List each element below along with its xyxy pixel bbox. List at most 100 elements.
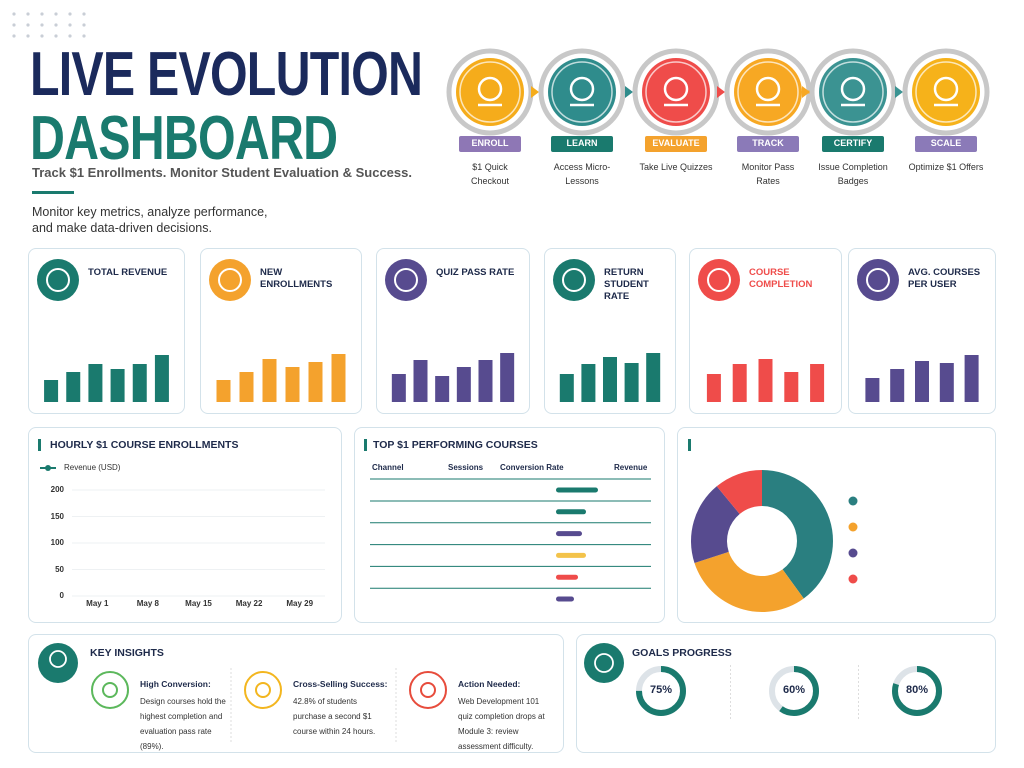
goals-title: GOALS PROGRESS [632,647,732,659]
insight-icon-glyph [420,682,436,698]
step-caption: Take Live Quizzes [639,162,713,172]
deco-dot [12,34,16,38]
step-icon [755,76,781,102]
step-caption: Issue Completion Badges [818,162,888,186]
kpi-icon [857,259,899,301]
kpi-bar [810,364,825,402]
title-accent [688,439,691,451]
kpi-bar [915,361,929,402]
step-icon [663,76,689,102]
kpi-bar [216,380,231,402]
step-inner [459,61,521,123]
step-pill [822,136,884,152]
legend-marker [45,465,51,471]
kpi-title: QUIZ PASS RATE [436,267,515,278]
kpi-bar [603,357,617,402]
goal-label: 75% [649,684,673,696]
step-pill [737,136,799,152]
kpi-bar [44,380,59,402]
y-tick-label: 150 [50,511,64,521]
deco-dot [12,23,16,27]
step-label: SCALE [930,138,962,148]
kpi-bar [66,372,81,402]
kpi-bar [154,355,169,402]
step-caption: Monitor Pass Rates [741,162,795,186]
goal-progress [636,666,686,716]
kpi-icon [37,259,79,301]
conversion-bar [556,487,598,493]
deco-dot [40,23,44,27]
conversion-bar [556,531,582,537]
conversion-bar [556,596,574,602]
kpi-title: RETURN STUDENT RATE [604,267,649,302]
deco-dot [26,23,30,27]
kpi-bar [559,374,574,402]
conversion-bar [556,574,578,580]
legend-dot [848,496,858,506]
kpi-bar [262,359,277,402]
deco-dot [26,12,30,16]
deco-dot [40,34,44,38]
goal-label: 60% [782,684,806,696]
legend-label: Revenue (USD) [64,463,121,472]
insight-text: Web Development 101 quiz completion drop… [458,697,545,751]
step-inner [645,61,707,123]
step-circle [548,58,616,126]
kpi-bar [758,359,773,402]
kpi-bar [890,369,905,402]
step-inner [822,61,884,123]
step-caption: Optimize $1 Offers [908,162,984,172]
kpi-bar [456,367,471,402]
goals-icon [584,643,624,683]
insight-heading: High Conversion: [140,679,211,689]
kpi-bar [331,354,346,402]
step-icon [569,76,595,102]
deco-dot [82,34,86,38]
kpi-title: TOTAL REVENUE [88,267,168,278]
step-arrowhead [625,86,633,98]
y-tick-label: 100 [50,538,64,547]
goal-progress [769,666,819,716]
kpi-icon [385,259,427,301]
step-arrowhead [802,86,810,98]
kpi-bar [413,360,428,402]
step-label: TRACK [752,138,784,148]
insight-icon-glyph [102,682,118,698]
step-arrowhead [531,86,539,98]
kpi-bar [732,364,747,402]
kpi-bar [581,364,596,402]
kpi-bar [478,360,493,402]
y-tick-label: 200 [50,485,64,494]
title-line: LIVE EVOLUTION [30,40,423,109]
kpi-bar [500,353,515,402]
step-circle [734,58,802,126]
kpi-bar [865,378,880,402]
goal-label: 80% [905,684,929,696]
step-circle [642,58,710,126]
kpi-title: AVG. COURSES PER USER [908,267,981,290]
kpi-bar [391,374,406,402]
insight-icon [91,671,129,709]
insight-icon-glyph [255,682,271,698]
table-title: TOP $1 PERFORMING COURSES [373,439,538,451]
accent [32,191,74,194]
deco-dot [26,34,30,38]
insight-heading: Action Needed: [458,679,521,689]
insight-heading: Cross-Selling Success: [293,679,388,689]
kpi-bar [624,363,639,402]
insights-title: KEY INSIGHTS [90,647,164,659]
kpi-icon-glyph [218,268,242,292]
deco-dot [54,34,58,38]
kpi-bar [88,364,103,402]
deco-dot [82,23,86,27]
title-accent [38,439,41,451]
goals-card [576,634,996,753]
insights-icon [38,643,78,683]
deco-dot [40,12,44,16]
donut-segment [716,470,762,515]
description: Monitor key metrics, analyze performance… [32,205,268,235]
y-tick-label: 0 [59,591,64,600]
step-ring [538,48,626,136]
kpi-bar [646,353,661,402]
